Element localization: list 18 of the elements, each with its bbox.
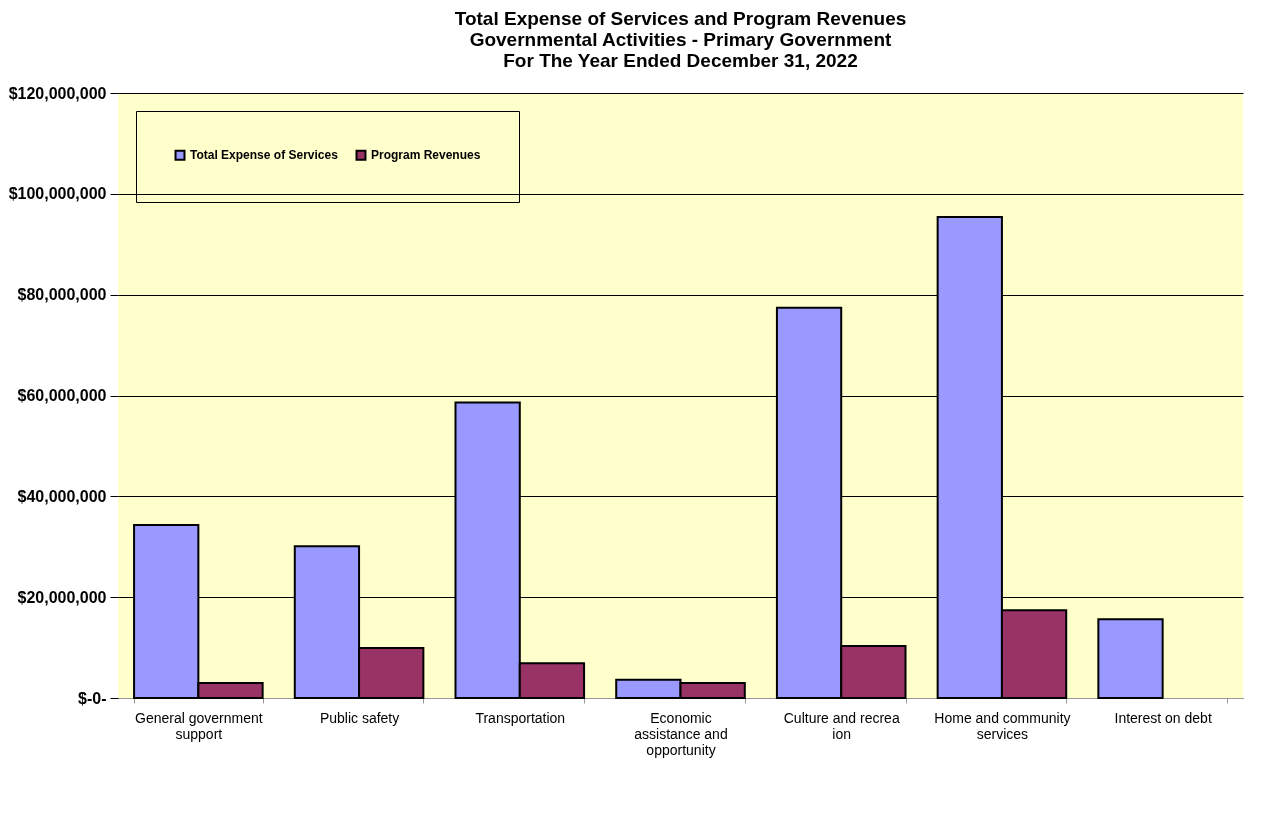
legend-label: Total Expense of Services (190, 148, 339, 163)
bar (1097, 618, 1164, 699)
x-tick-label: Home and community services (934, 709, 1071, 742)
x-tick-label: Culture and recrea ion (783, 709, 900, 742)
legend-label: Program Revenues (371, 148, 481, 163)
y-tick-label: $40,000,000 (17, 487, 107, 505)
y-tick-label: $-0- (78, 689, 107, 707)
y-tick-label: $20,000,000 (17, 588, 107, 606)
y-tick-label: $100,000,000 (8, 185, 107, 203)
x-tick-label: Transportation (475, 709, 566, 726)
x-tick-label: Economic assistance and opportunity (634, 709, 728, 758)
y-tick-label: $60,000,000 (17, 387, 107, 404)
chart-title: Total Expense of Services and Program Revenues Governmental Activities - Primary Government For The Year Ended December 31, 2022 (454, 8, 907, 71)
x-tick-label: Public safety (319, 709, 400, 726)
x-tick-label: General government support (135, 709, 263, 742)
y-tick-label: $120,000,000 (8, 84, 107, 102)
x-tick-label: Interest on debt (1114, 709, 1212, 726)
y-tick-label: $80,000,000 (17, 286, 107, 304)
